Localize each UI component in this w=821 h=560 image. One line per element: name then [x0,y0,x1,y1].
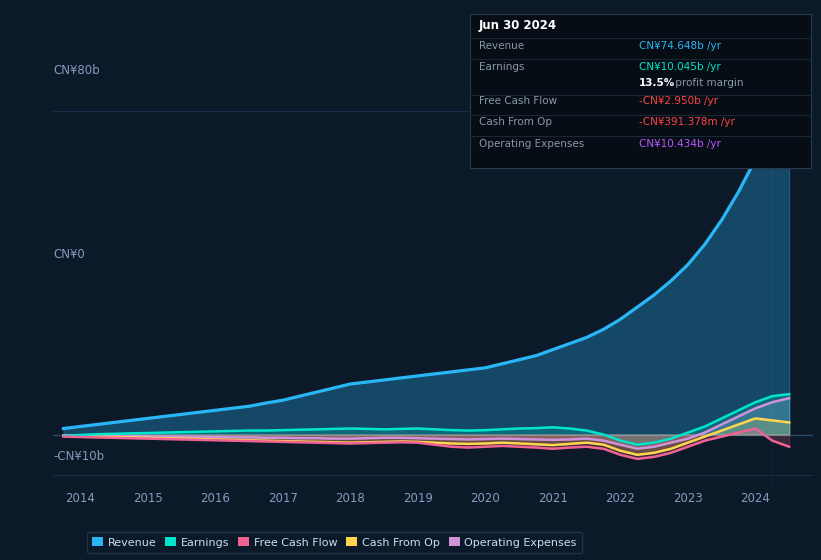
Text: -CN¥2.950b /yr: -CN¥2.950b /yr [639,96,718,106]
Text: CN¥0: CN¥0 [53,248,85,262]
Text: -CN¥10b: -CN¥10b [53,450,104,463]
Text: Free Cash Flow: Free Cash Flow [479,96,557,106]
Text: CN¥10.045b /yr: CN¥10.045b /yr [639,62,721,72]
Text: CN¥80b: CN¥80b [53,63,100,77]
Text: -CN¥391.378m /yr: -CN¥391.378m /yr [639,117,735,127]
Text: 13.5%: 13.5% [639,78,675,88]
Text: Earnings: Earnings [479,62,524,72]
Text: Jun 30 2024: Jun 30 2024 [479,18,557,31]
Text: profit margin: profit margin [672,78,743,88]
Text: CN¥10.434b /yr: CN¥10.434b /yr [639,139,721,150]
Text: CN¥74.648b /yr: CN¥74.648b /yr [639,41,721,51]
Legend: Revenue, Earnings, Free Cash Flow, Cash From Op, Operating Expenses: Revenue, Earnings, Free Cash Flow, Cash … [86,531,582,553]
Bar [773,78,813,487]
Text: Cash From Op: Cash From Op [479,117,552,127]
Text: Revenue: Revenue [479,41,524,51]
Text: Operating Expenses: Operating Expenses [479,139,584,150]
